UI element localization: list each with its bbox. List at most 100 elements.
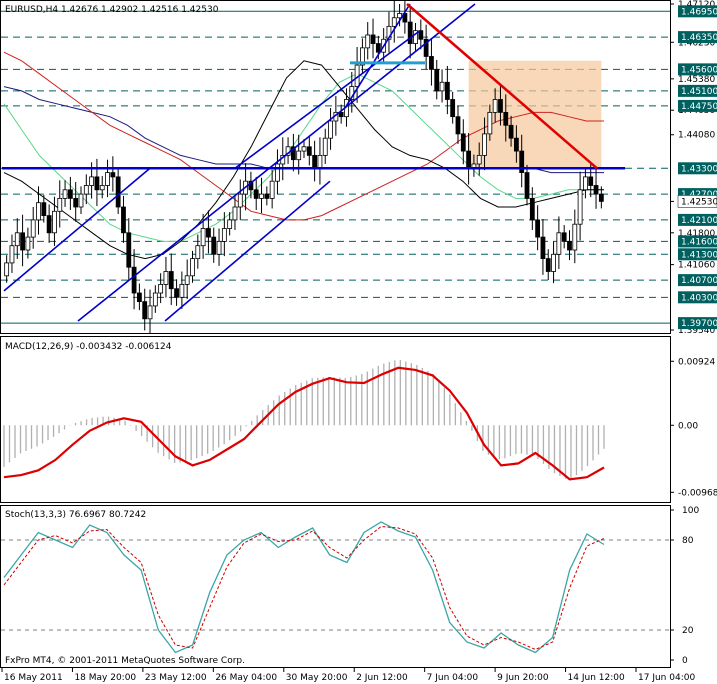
candle-body (434, 68, 440, 92)
candle-body (423, 38, 429, 57)
candle-body (4, 262, 10, 277)
candle-body (9, 245, 15, 264)
candle-body (206, 228, 211, 238)
candle-body (36, 202, 41, 221)
candle-body (57, 197, 63, 212)
time-tick-label: 18 May 20:00 (74, 673, 136, 683)
candle-body (556, 232, 562, 255)
candle-body (190, 258, 195, 277)
candle-body (99, 185, 105, 191)
candle-body (317, 154, 323, 169)
candle-body (142, 301, 148, 320)
current-price-box (677, 195, 717, 208)
ma-black-line (3, 60, 604, 260)
level-label: 1.39700 (681, 319, 717, 329)
trendline-red (406, 3, 598, 170)
candle-body (375, 43, 381, 53)
candle-body (513, 137, 519, 152)
level-label: 1.41300 (681, 250, 717, 260)
candle-body (418, 30, 424, 40)
candle-body (131, 266, 137, 294)
level-label: 1.42700 (681, 190, 717, 200)
candle-body (567, 241, 572, 251)
time-tick-label: 14 Jun 12:00 (568, 673, 625, 683)
level-label-box (678, 162, 717, 175)
candle-body (429, 56, 434, 70)
stoch-tick-label: 100 (682, 506, 699, 516)
candle-body (487, 111, 493, 135)
candle-body (301, 146, 307, 152)
level-label: 1.44750 (681, 102, 717, 112)
candle-body (211, 236, 217, 255)
price-tick-label: 1.39540 (678, 326, 715, 336)
candle-body (136, 292, 142, 303)
candle-body (476, 154, 482, 165)
candle-body (593, 185, 599, 195)
level-label: 1.45100 (681, 87, 717, 97)
candle-body (290, 146, 296, 161)
candle-body (577, 189, 583, 225)
ma-green-line (3, 73, 604, 242)
time-tick-label: 2 Jun 12:00 (356, 673, 408, 683)
candle-body (174, 288, 179, 298)
candle-body (152, 292, 158, 307)
candle-body (163, 271, 169, 285)
candle-body (110, 172, 116, 178)
candle-body (444, 81, 450, 100)
candle-body (545, 258, 551, 272)
candle-body (583, 176, 588, 191)
time-tick-label: 9 Jun 20:00 (497, 673, 549, 683)
stoch-plot: 100 80 20 0 (1, 506, 699, 666)
candle-body (115, 176, 121, 208)
candle-body (195, 245, 201, 260)
candle-body (269, 180, 275, 199)
candle-body (20, 232, 25, 251)
candle-body (407, 21, 413, 44)
channel-line (344, 3, 411, 109)
candle-body (328, 120, 333, 139)
candle-body (365, 34, 371, 49)
stoch-title: Stoch(13,3,3) 76.6967 80.7242 (5, 510, 146, 520)
candle-body (450, 99, 456, 118)
candle-body (14, 232, 20, 247)
channel-line (164, 180, 331, 322)
level-label-box (678, 235, 717, 248)
candle-body (259, 193, 264, 199)
stoch-panel-frame (0, 505, 671, 668)
candle-body (67, 189, 73, 199)
candle-body (52, 210, 57, 234)
candle-body (391, 17, 397, 27)
time-tick-label: 16 May 2011 (4, 673, 63, 683)
candle-body (78, 193, 84, 208)
macd-tick-label: 0.00924 (678, 357, 715, 367)
macd-tick-label: 0.00 (678, 421, 698, 431)
candle-body (598, 193, 604, 202)
candle-body (264, 193, 270, 199)
candle-body (168, 271, 174, 290)
candle-body (588, 176, 594, 186)
candle-body (413, 30, 418, 44)
candle-body (253, 189, 259, 199)
price-tick-label: 1.45380 (678, 75, 715, 85)
candle-body (126, 232, 132, 268)
level-label-box (678, 248, 717, 261)
price-tick-label: 1.41800 (678, 229, 715, 239)
candle-body (492, 99, 498, 113)
candle-body (227, 219, 233, 229)
candle-body (184, 275, 190, 285)
candle-body (306, 146, 312, 156)
candle-body (237, 193, 243, 208)
level-label-box (678, 291, 717, 304)
level-label: 1.46350 (681, 33, 717, 43)
stoch-main-line (3, 521, 605, 654)
candle-body (397, 13, 402, 19)
level-label: 1.40700 (681, 276, 717, 286)
stoch-signal-line (3, 525, 605, 651)
level-label-box (678, 63, 717, 76)
candle-body (94, 176, 100, 191)
candle-body (30, 219, 36, 238)
level-label: 1.42100 (681, 216, 717, 226)
trend-channels (2, 3, 625, 322)
candle-body (46, 215, 52, 234)
